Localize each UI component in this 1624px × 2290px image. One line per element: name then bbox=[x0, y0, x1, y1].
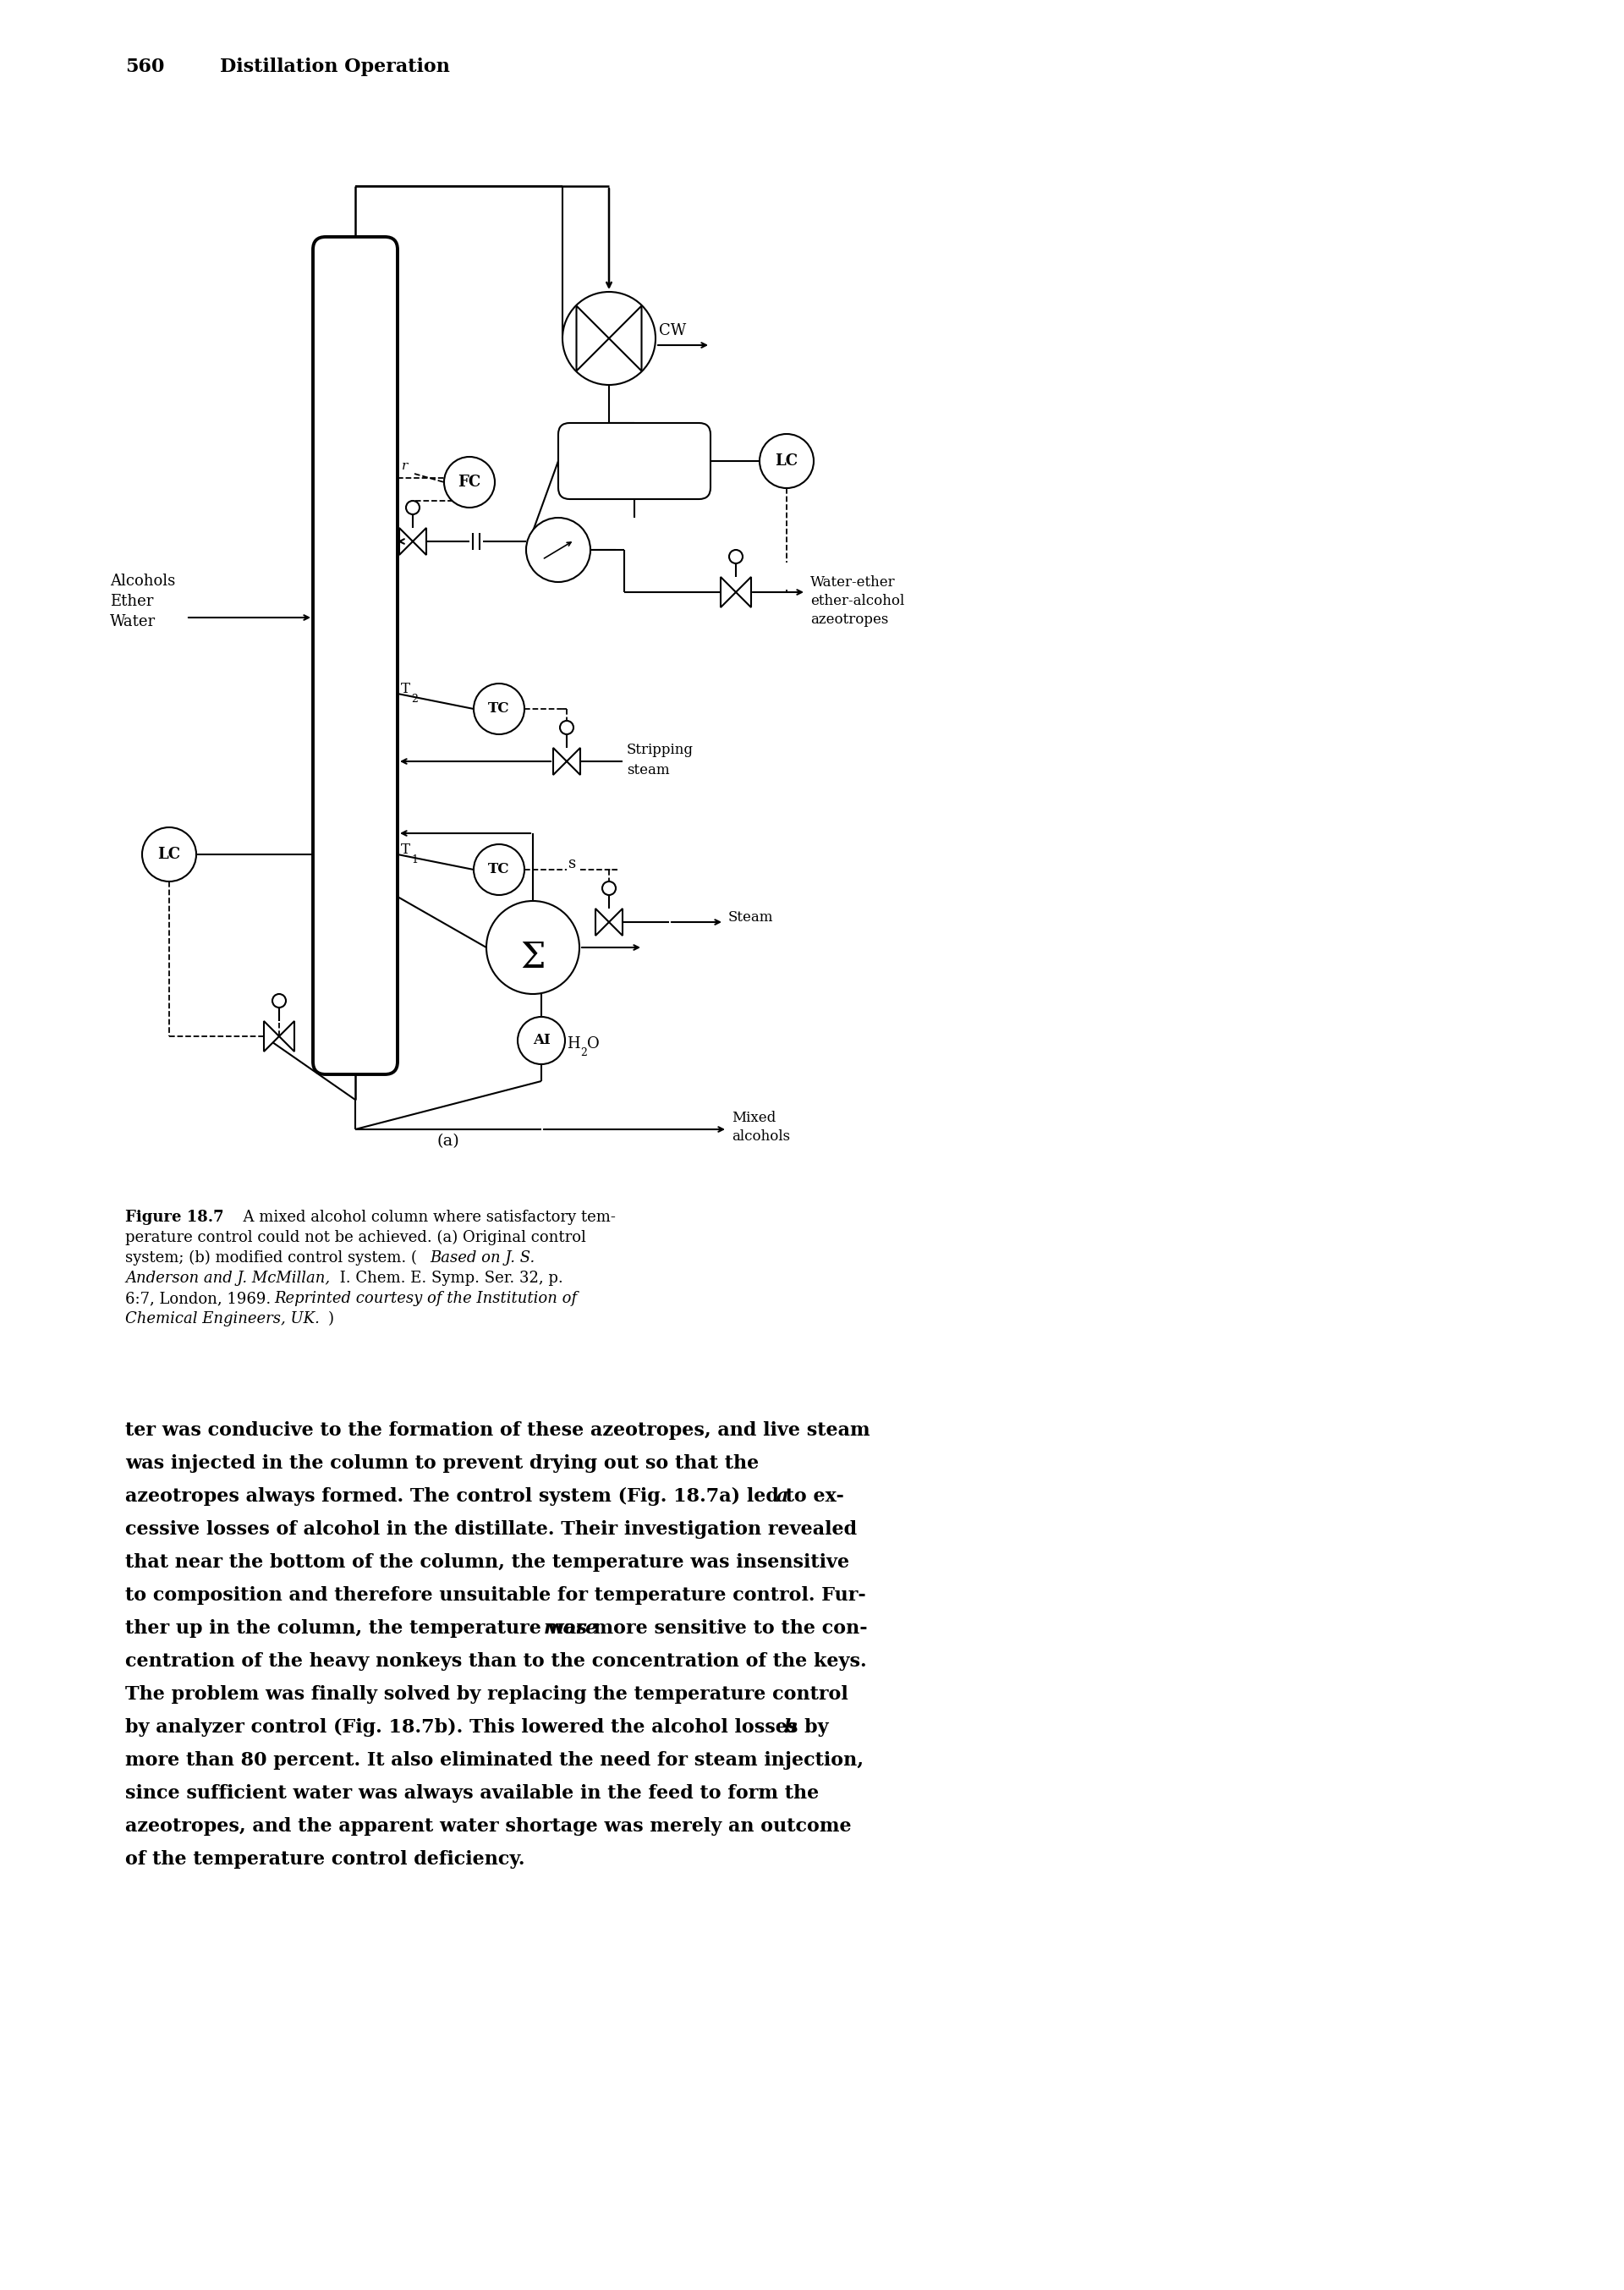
Text: T: T bbox=[401, 843, 411, 856]
Text: TC: TC bbox=[489, 863, 510, 877]
Text: 6:7, London, 1969.: 6:7, London, 1969. bbox=[125, 1292, 276, 1305]
Circle shape bbox=[474, 845, 525, 895]
Text: a: a bbox=[776, 1486, 789, 1507]
Text: (a): (a) bbox=[437, 1134, 460, 1150]
Text: s: s bbox=[568, 856, 577, 870]
Text: more: more bbox=[544, 1619, 598, 1637]
Text: ): ) bbox=[328, 1312, 335, 1326]
Polygon shape bbox=[279, 1021, 294, 1051]
Text: ter was conducive to the formation of these azeotropes, and live steam: ter was conducive to the formation of th… bbox=[125, 1422, 870, 1440]
Text: of the temperature control deficiency.: of the temperature control deficiency. bbox=[125, 1850, 525, 1869]
Polygon shape bbox=[263, 1021, 279, 1051]
Text: alcohols: alcohols bbox=[732, 1129, 791, 1143]
Text: Reprinted courtesy of the Institution of: Reprinted courtesy of the Institution of bbox=[274, 1292, 577, 1305]
Polygon shape bbox=[400, 529, 412, 554]
Text: azeotropes always formed. The control system (Fig. 18.7a) led to ex-: azeotropes always formed. The control sy… bbox=[125, 1486, 844, 1507]
Text: LC: LC bbox=[775, 453, 797, 469]
Text: ther up in the column, the temperature was more sensitive to the con-: ther up in the column, the temperature w… bbox=[125, 1619, 867, 1637]
Text: Based on J. S.: Based on J. S. bbox=[430, 1250, 534, 1266]
Polygon shape bbox=[736, 577, 750, 607]
Text: Alcohols: Alcohols bbox=[110, 572, 175, 589]
Circle shape bbox=[443, 456, 495, 508]
Circle shape bbox=[406, 502, 419, 515]
FancyBboxPatch shape bbox=[313, 236, 398, 1074]
Text: Anderson and J. McMillan,: Anderson and J. McMillan, bbox=[125, 1271, 330, 1287]
Text: system; (b) modified control system. (: system; (b) modified control system. ( bbox=[125, 1250, 417, 1266]
Polygon shape bbox=[609, 307, 641, 371]
Text: by analyzer control (Fig. 18.7b). This lowered the alcohol losses by: by analyzer control (Fig. 18.7b). This l… bbox=[125, 1718, 828, 1736]
Text: since sufficient water was always available in the feed to form the: since sufficient water was always availa… bbox=[125, 1784, 818, 1802]
Circle shape bbox=[518, 1017, 565, 1065]
Polygon shape bbox=[412, 529, 425, 554]
Circle shape bbox=[474, 682, 525, 735]
Text: r: r bbox=[401, 460, 408, 472]
Text: Chemical Engineers, UK.: Chemical Engineers, UK. bbox=[125, 1312, 320, 1326]
Text: steam: steam bbox=[627, 763, 669, 776]
FancyBboxPatch shape bbox=[559, 424, 711, 499]
Circle shape bbox=[526, 518, 591, 582]
Text: Stripping: Stripping bbox=[627, 742, 693, 758]
Text: b: b bbox=[783, 1718, 796, 1736]
Text: was injected in the column to prevent drying out so that the: was injected in the column to prevent dr… bbox=[125, 1454, 758, 1472]
Text: FC: FC bbox=[458, 474, 481, 490]
Text: ether-alcohol: ether-alcohol bbox=[810, 593, 905, 609]
Text: 2: 2 bbox=[411, 694, 417, 705]
Text: Σ: Σ bbox=[520, 939, 546, 976]
Text: more than 80 percent. It also eliminated the need for steam injection,: more than 80 percent. It also eliminated… bbox=[125, 1752, 864, 1770]
Text: I. Chem. E. Symp. Ser. 32, p.: I. Chem. E. Symp. Ser. 32, p. bbox=[335, 1271, 564, 1287]
Circle shape bbox=[560, 721, 573, 735]
Circle shape bbox=[760, 435, 814, 488]
Text: TC: TC bbox=[489, 701, 510, 717]
Circle shape bbox=[603, 882, 615, 895]
Text: azeotropes: azeotropes bbox=[810, 611, 888, 627]
Text: 2: 2 bbox=[580, 1047, 586, 1058]
Text: AI: AI bbox=[533, 1033, 551, 1049]
Text: O: O bbox=[586, 1037, 599, 1051]
Text: cessive losses of alcohol in the distillate. Their investigation revealed: cessive losses of alcohol in the distill… bbox=[125, 1521, 857, 1539]
Polygon shape bbox=[596, 909, 609, 937]
Text: Figure 18.7: Figure 18.7 bbox=[125, 1209, 224, 1225]
Text: 560: 560 bbox=[125, 57, 164, 76]
Text: centration of the heavy nonkeys than to the concentration of the keys.: centration of the heavy nonkeys than to … bbox=[125, 1651, 867, 1672]
Polygon shape bbox=[609, 909, 622, 937]
Circle shape bbox=[143, 827, 197, 882]
Circle shape bbox=[562, 291, 656, 385]
Circle shape bbox=[729, 550, 742, 563]
Text: Distillation Operation: Distillation Operation bbox=[219, 57, 450, 76]
Text: Ether: Ether bbox=[110, 593, 153, 609]
Text: azeotropes, and the apparent water shortage was merely an outcome: azeotropes, and the apparent water short… bbox=[125, 1816, 851, 1837]
Text: The problem was finally solved by replacing the temperature control: The problem was finally solved by replac… bbox=[125, 1685, 848, 1704]
Text: that near the bottom of the column, the temperature was insensitive: that near the bottom of the column, the … bbox=[125, 1553, 849, 1571]
Polygon shape bbox=[577, 307, 609, 371]
Text: LC: LC bbox=[158, 847, 180, 861]
Text: T: T bbox=[401, 682, 411, 696]
Text: Mixed: Mixed bbox=[732, 1111, 776, 1124]
Text: H: H bbox=[567, 1037, 580, 1051]
Text: CW: CW bbox=[659, 323, 687, 339]
Text: perature control could not be achieved. (a) Original control: perature control could not be achieved. … bbox=[125, 1230, 586, 1246]
Circle shape bbox=[273, 994, 286, 1008]
Text: Water-ether: Water-ether bbox=[810, 575, 895, 589]
Text: to composition and therefore unsuitable for temperature control. Fur-: to composition and therefore unsuitable … bbox=[125, 1587, 866, 1605]
Text: 1: 1 bbox=[411, 854, 417, 866]
Text: Water: Water bbox=[110, 614, 156, 630]
Text: Steam: Steam bbox=[728, 909, 773, 925]
Text: A mixed alcohol column where satisfactory tem-: A mixed alcohol column where satisfactor… bbox=[234, 1209, 615, 1225]
Polygon shape bbox=[721, 577, 736, 607]
Polygon shape bbox=[554, 749, 567, 774]
Circle shape bbox=[486, 900, 580, 994]
Polygon shape bbox=[567, 749, 580, 774]
